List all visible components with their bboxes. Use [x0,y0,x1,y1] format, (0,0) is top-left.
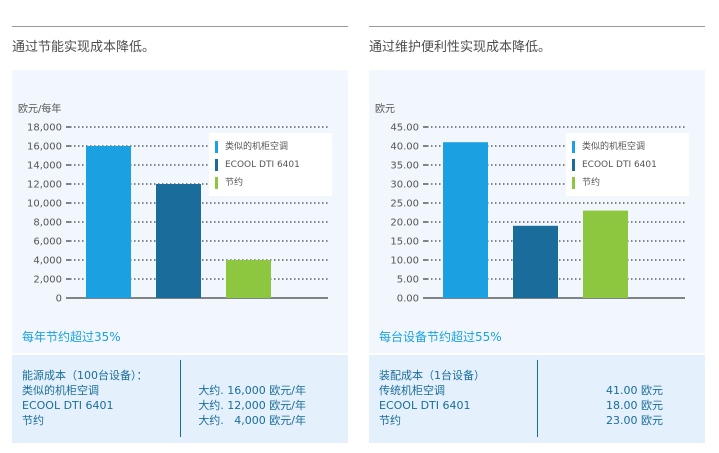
savings-summary: 每台设备节约超过55% [379,330,502,344]
bar [443,142,488,298]
chart-legend: 类似的机柜空调 ECOOL DTI 6401 节约 [566,133,689,196]
y-tick-label: 20.00 [390,218,419,229]
y-tick-label: 35.00 [390,161,419,172]
y-tick-label: 16,000 [27,142,62,153]
details-labels: 能源成本（100台设备）： 类似的机柜空调 ECOOL DTI 6401 节约 [22,368,148,428]
y-tick-label: 6,000 [33,237,62,248]
y-tick-label: 4,000 [33,256,62,267]
bar [86,146,131,298]
details-label: 节约 [379,414,401,427]
y-tick-label: 45.00 [390,123,419,134]
legend-label: 类似的机柜空调 [225,142,289,152]
details-box: 装配成本（1台设备） 传统机柜空调 ECOOL DTI 6401 节约 41.0… [369,355,705,443]
legend-swatch [215,141,218,153]
y-tick-label: 30.00 [390,180,419,191]
y-tick-label: 14,000 [27,161,62,172]
panel-heading: 通过节能实现成本降低。 [12,40,156,55]
bar [226,260,271,298]
details-label: 类似的机柜空调 [22,384,99,397]
y-tick-label: 40.00 [390,142,419,153]
y-tick-label: 12,000 [27,180,62,191]
details-value: 23.00 欧元 [606,414,663,427]
details-divider [180,360,181,437]
chart-area: 欧元 0.00 5.00 10.00 15.00 20.00 25.00 30.00 35.00… [369,70,705,353]
details-value: 41.00 欧元 [606,384,663,397]
details-values: 41.00 欧元 18.00 欧元 23.00 欧元 [606,383,663,428]
y-tick-label: 25.00 [390,199,419,210]
y-axis-label: 欧元/每年 [18,102,61,115]
y-tick-label: 0 [56,294,62,305]
y-tick-label: 15.00 [390,237,419,248]
bar [513,225,558,298]
y-tick-label: 10.00 [390,256,419,267]
legend-swatch [572,141,575,153]
y-tick-label: 10,000 [27,199,62,210]
top-rule [369,26,705,27]
legend-swatch [572,177,575,189]
legend-label: 节约 [582,178,601,188]
legend-swatch [215,159,218,171]
details-box: 能源成本（100台设备）： 类似的机柜空调 ECOOL DTI 6401 节约 … [12,355,348,443]
details-divider [537,360,538,437]
details-value: 大约. 12,000 欧元/年 [198,399,306,412]
chart-legend: 类似的机柜空调 ECOOL DTI 6401 节约 [209,133,332,196]
chart-area: 欧元/每年 0 2,000 4,000 6,000 8,000 10,000 12,000 14… [12,70,348,353]
y-tick-label: 18,000 [27,123,62,134]
energy-cost-panel: 通过节能实现成本降低。 欧元/每年 0 2,000 4,000 6,000 8,000 10… [12,0,348,453]
y-tick-label: 8,000 [33,218,62,229]
details-label: 传统机柜空调 [379,384,445,397]
savings-summary: 每年节约超过35% [22,330,121,344]
details-value: 大约. 4,000 欧元/年 [198,414,306,427]
legend-label: 类似的机柜空调 [582,142,646,152]
panel-heading: 通过维护便利性实现成本降低。 [369,40,552,55]
bar [583,210,628,298]
bar-chart-energy: 欧元/每年 0 2,000 4,000 6,000 8,000 10,000 12,000 14… [18,102,328,305]
legend-swatch [215,177,218,189]
y-tick-label: 5.00 [397,275,419,286]
y-axis-label: 欧元 [375,103,395,115]
y-tick-label: 2,000 [33,275,62,286]
details-label: ECOOL DTI 6401 [22,399,114,412]
installation-cost-panel: 通过维护便利性实现成本降低。 欧元 0.00 5.00 10.00 15.00 20.00… [369,0,705,453]
y-tick-label: 0.00 [397,294,419,305]
legend-label: ECOOL DTI 6401 [582,160,657,170]
details-label: 节约 [22,414,44,427]
details-label: ECOOL DTI 6401 [379,399,471,412]
bar [156,184,201,298]
details-value: 大约. 16,000 欧元/年 [198,384,306,397]
details-title: 装配成本（1台设备） [379,369,485,382]
top-rule [12,26,348,27]
details-title: 能源成本（100台设备）： [22,369,148,382]
details-labels: 装配成本（1台设备） 传统机柜空调 ECOOL DTI 6401 节约 [379,368,485,428]
legend-label: 节约 [225,178,244,188]
details-values: 大约. 16,000 欧元/年 大约. 12,000 欧元/年 大约. 4,00… [198,383,306,428]
legend-label: ECOOL DTI 6401 [225,160,300,170]
legend-swatch [572,159,575,171]
details-value: 18.00 欧元 [606,399,663,412]
bar-chart-installation: 欧元 0.00 5.00 10.00 15.00 20.00 25.00 30.00 35.00… [375,103,685,305]
